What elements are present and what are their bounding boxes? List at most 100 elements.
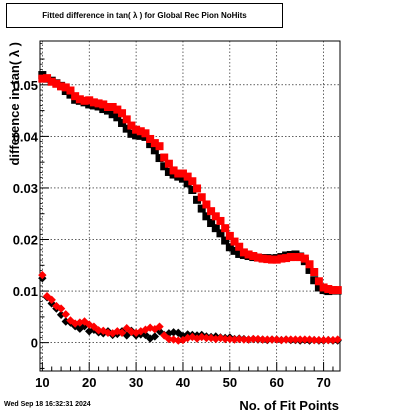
data-point-square xyxy=(202,200,211,209)
y-tick-label: 0.03 xyxy=(13,181,38,196)
x-tick-label: 40 xyxy=(176,375,190,390)
data-point-square xyxy=(85,96,94,105)
data-point-square xyxy=(160,153,169,162)
data-point-square xyxy=(225,243,234,252)
data-point-diamond xyxy=(291,335,300,344)
data-point-square xyxy=(277,254,286,263)
axes: 10 20 30 40 50 60 70 0 0.01 0.02 0.03 0.04 0.05 xyxy=(13,43,334,390)
data-point-square xyxy=(169,166,178,175)
data-point-square xyxy=(221,236,230,245)
data-point-diamond xyxy=(230,335,239,344)
data-point-square xyxy=(193,184,202,193)
data-point-square xyxy=(310,276,319,285)
data-point-diamond xyxy=(188,332,197,342)
x-tick-label: 60 xyxy=(269,375,283,390)
data-point-square xyxy=(150,139,159,148)
data-point-square xyxy=(127,121,136,130)
data-point-square xyxy=(207,207,216,216)
x-tick-label: 50 xyxy=(223,375,237,390)
data-point-square xyxy=(286,253,295,262)
data-point-square xyxy=(178,169,187,178)
data-point-diamond xyxy=(155,322,164,331)
data-point-square xyxy=(174,169,183,178)
data-point-diamond xyxy=(244,335,253,344)
data-point-diamond xyxy=(145,323,155,332)
data-point-square xyxy=(118,118,127,127)
data-point-square xyxy=(99,100,108,109)
data-point-diamond xyxy=(150,332,160,341)
data-point-square xyxy=(188,186,197,195)
data-point-square xyxy=(89,98,98,107)
data-point-square xyxy=(146,134,155,143)
data-point-square xyxy=(305,265,314,274)
data-point-square xyxy=(99,105,108,114)
data-point-diamond xyxy=(131,328,141,338)
data-point-square xyxy=(263,255,272,264)
data-point-square xyxy=(216,216,225,225)
data-point-square xyxy=(221,224,230,233)
data-point-diamond xyxy=(178,335,188,345)
data-point-diamond xyxy=(239,335,249,344)
data-point-square xyxy=(188,177,197,186)
data-point-square xyxy=(193,195,202,204)
data-point-diamond xyxy=(136,327,145,336)
x-tick-label: 70 xyxy=(316,375,330,390)
data-point-square xyxy=(328,286,337,295)
data-point-square xyxy=(146,140,155,149)
data-point-square xyxy=(314,283,323,292)
y-tick-label: 0.01 xyxy=(13,284,38,299)
data-point-diamond xyxy=(319,335,328,345)
data-point-square xyxy=(80,96,89,105)
data-point-diamond xyxy=(160,331,169,340)
data-point-diamond xyxy=(150,325,160,334)
data-point-square xyxy=(57,82,66,91)
data-point-square xyxy=(258,254,267,263)
data-point-square xyxy=(235,242,244,251)
data-point-square xyxy=(108,110,117,119)
data-point-square xyxy=(333,286,342,295)
data-point-diamond xyxy=(164,329,174,338)
data-point-square xyxy=(75,95,84,104)
x-tick-label: 20 xyxy=(82,375,96,390)
data-point-square xyxy=(113,113,122,122)
data-point-diamond xyxy=(202,333,211,343)
data-point-square xyxy=(108,103,117,111)
data-point-square xyxy=(296,253,305,262)
data-point-square xyxy=(71,92,80,101)
data-point-square xyxy=(282,254,291,263)
data-point-square xyxy=(118,109,127,118)
data-point-square xyxy=(66,90,75,99)
data-point-square xyxy=(183,172,192,181)
data-point-square xyxy=(160,162,169,171)
data-point-square xyxy=(324,285,333,294)
data-point-square xyxy=(164,159,173,168)
data-point-square xyxy=(244,250,253,259)
series-1 xyxy=(38,74,342,295)
data-point-diamond xyxy=(192,334,202,343)
data-point-diamond xyxy=(211,334,220,344)
data-point-square xyxy=(310,268,319,276)
chart-title-box: Fitted difference in tan( λ ) for Global… xyxy=(6,3,283,28)
data-point-square xyxy=(249,252,258,261)
data-point-square xyxy=(164,167,173,176)
data-point-square xyxy=(169,170,178,179)
data-point-diamond xyxy=(263,335,272,344)
data-point-diamond xyxy=(333,335,342,344)
grid-lines xyxy=(40,41,340,371)
data-point-square xyxy=(272,255,281,264)
data-point-diamond xyxy=(47,295,56,305)
data-point-square xyxy=(132,125,141,134)
data-point-square xyxy=(197,193,206,202)
data-point-square xyxy=(230,237,239,246)
data-point-diamond xyxy=(314,335,324,345)
data-point-square xyxy=(103,103,112,111)
data-point-square xyxy=(314,277,323,286)
data-point-square xyxy=(66,86,75,95)
data-point-square xyxy=(211,224,220,233)
data-point-diamond xyxy=(310,335,319,345)
data-point-square xyxy=(85,100,94,109)
data-point-square xyxy=(136,131,145,140)
data-point-diamond xyxy=(206,333,216,343)
data-point-diamond xyxy=(174,328,183,338)
data-point-square xyxy=(61,83,70,92)
